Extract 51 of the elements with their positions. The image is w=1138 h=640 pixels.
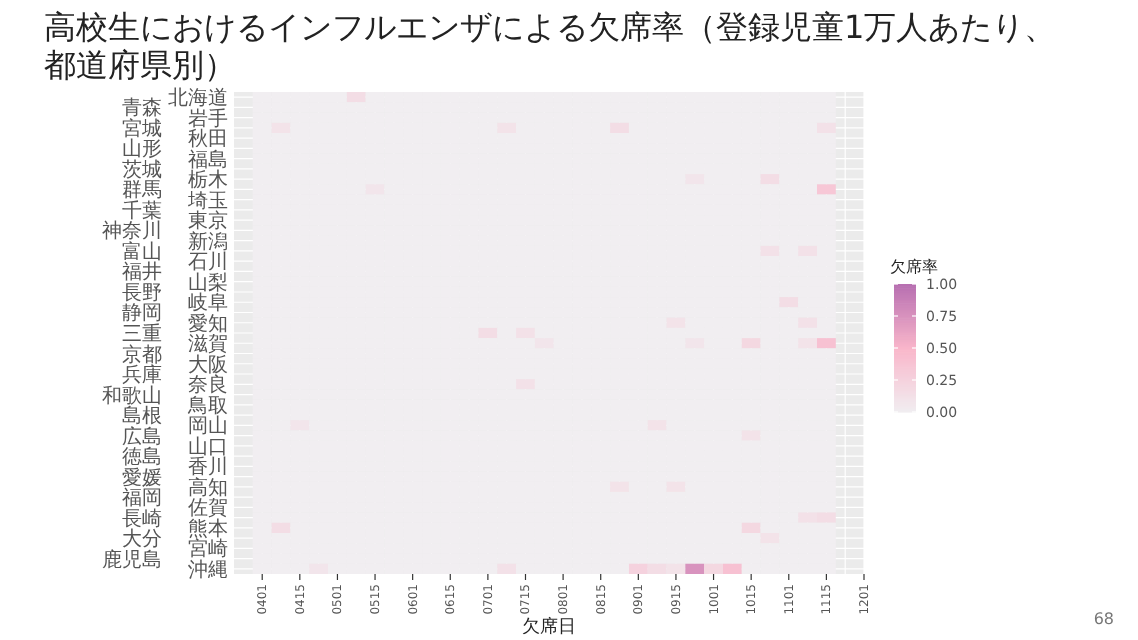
y-tick-label: 滋賀 [188, 332, 228, 357]
y-tick-label: 大分 [122, 527, 162, 552]
y-tick-label: 兵庫 [122, 363, 162, 388]
y-tick-label: 岩手 [188, 106, 228, 131]
y-tick-label: 福島 [188, 147, 228, 172]
y-tick-label: 奈良 [188, 373, 228, 398]
y-tick-label: 沖縄 [188, 557, 228, 582]
y-tick-label: 鹿児島 [102, 547, 162, 572]
y-tick-label: 福岡 [122, 486, 162, 511]
y-tick-label: 鳥取 [186, 393, 228, 418]
y-tick-label: 京都 [122, 342, 162, 367]
y-tick-label: 富山 [122, 239, 162, 264]
y-tick-label: 愛知 [188, 311, 228, 336]
y-tick-label: 熊本 [188, 516, 228, 541]
y-tick-label: 静岡 [122, 301, 162, 326]
y-tick-label: 長野 [122, 282, 162, 305]
y-tick-label: 山口 [188, 434, 228, 459]
y-tick-label: 山形 [122, 137, 162, 162]
y-tick-label: 高知 [188, 475, 228, 500]
y-tick-label: 神奈川 [102, 219, 162, 244]
y-tick-label: 秋田 [188, 127, 228, 152]
chart-title: 高校生におけるインフルエンザによる欠席率（登録児童1万人あたり、都道府県別） [44, 8, 1057, 84]
y-tick-label: 岐阜 [188, 291, 228, 316]
y-tick-label: 徳島 [122, 445, 162, 470]
y-tick-label: 宮城 [122, 116, 162, 141]
y-tick-label: 群馬 [122, 178, 162, 203]
y-tick-label: 長崎 [122, 506, 162, 531]
text: 68 [1093, 610, 1114, 628]
y-tick-label: 千葉 [122, 198, 162, 223]
y-tick-label: 島根 [122, 404, 162, 429]
y-tick-label: 北海道 [168, 86, 228, 111]
y-tick-label: 福井 [122, 260, 162, 285]
y-tick-label: 和歌山 [102, 383, 162, 408]
y-tick-label: 新潟 [188, 229, 228, 254]
y-tick-label: 青森 [122, 96, 162, 121]
y-tick-label: 埼玉 [186, 188, 228, 213]
y-tick-label: 岡山 [188, 414, 228, 439]
y-tick-label: 広島 [122, 424, 162, 449]
y-tick-label: 山梨 [188, 270, 228, 295]
y-tick-label: 茨城 [122, 157, 162, 182]
y-tick-label: 宮崎 [188, 537, 228, 562]
y-tick-label: 佐賀 [188, 496, 228, 521]
y-tick-label: 石川 [188, 250, 228, 275]
color-bar-title: 欠席率 [890, 258, 938, 276]
y-tick-label: 大阪 [188, 352, 228, 377]
y-tick-label: 三重 [122, 322, 162, 346]
y-tick-label: 栃木 [188, 168, 228, 193]
x-axis-title: 欠席日 [522, 616, 576, 638]
y-tick-label: 東京 [188, 209, 228, 234]
y-tick-label: 香川 [188, 455, 228, 480]
y-tick-label: 愛媛 [122, 465, 162, 490]
